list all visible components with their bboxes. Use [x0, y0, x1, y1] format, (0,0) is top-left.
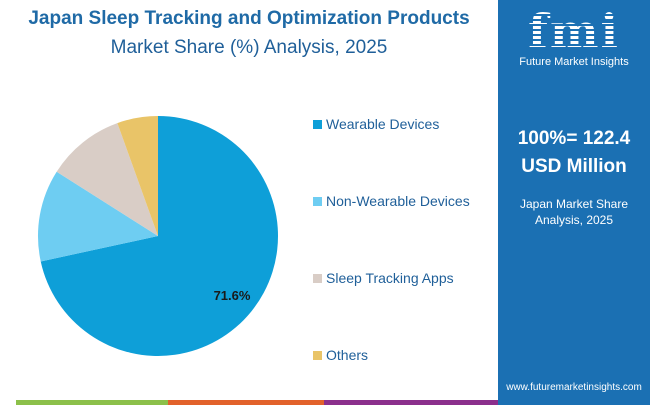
legend-label: Others: [326, 347, 369, 363]
chart-title: Japan Sleep Tracking and Optimization Pr…: [28, 8, 470, 29]
footer-bar-purple: [324, 400, 498, 405]
legend-item: Sleep Tracking Apps: [313, 270, 454, 286]
legend-label: Wearable Devices: [326, 116, 440, 132]
legend-swatch: [313, 274, 322, 283]
chart-subtitle: Market Share (%) Analysis, 2025: [110, 37, 388, 58]
info-panel: fmi Future Market Insights 100%= 122.4 U…: [498, 0, 650, 405]
total-unit: USD Million: [521, 156, 627, 177]
legend-item: Others: [313, 347, 368, 363]
total-value: 100%= 122.4: [517, 128, 631, 149]
pie-chart: 71.6%: [37, 116, 278, 356]
legend-swatch: [313, 197, 322, 206]
fmi-logo: fmi Future Market Insights: [498, 6, 650, 68]
panel-subtitle-line1: Japan Market Share: [519, 197, 629, 211]
logo-mark: fmi: [498, 6, 650, 56]
pie-slice-wearable-devices: [40, 116, 278, 356]
panel-subtitle: Japan Market Share Analysis, 2025: [498, 196, 650, 228]
legend-label: Sleep Tracking Apps: [326, 270, 454, 286]
pie-slice-others: [117, 116, 158, 236]
legend-swatch: [313, 120, 322, 129]
legend-label: Non-Wearable Devices: [326, 193, 470, 209]
pie-slice-sleep-tracking-apps: [56, 123, 158, 236]
panel-subtitle-line2: Analysis, 2025: [534, 213, 614, 227]
pie-slice-non-wearable-devices: [37, 171, 158, 262]
data-label: 71.6%: [214, 288, 251, 303]
footer-bar-green: [16, 400, 168, 405]
legend-item: Wearable Devices: [313, 116, 439, 132]
website-link[interactable]: www.futuremarketinsights.com: [506, 382, 642, 393]
legend-item: Non-Wearable Devices: [313, 193, 470, 209]
footer-bar-orange: [168, 400, 324, 405]
legend-swatch: [313, 351, 322, 360]
logo-subtitle: Future Market Insights: [519, 56, 629, 68]
